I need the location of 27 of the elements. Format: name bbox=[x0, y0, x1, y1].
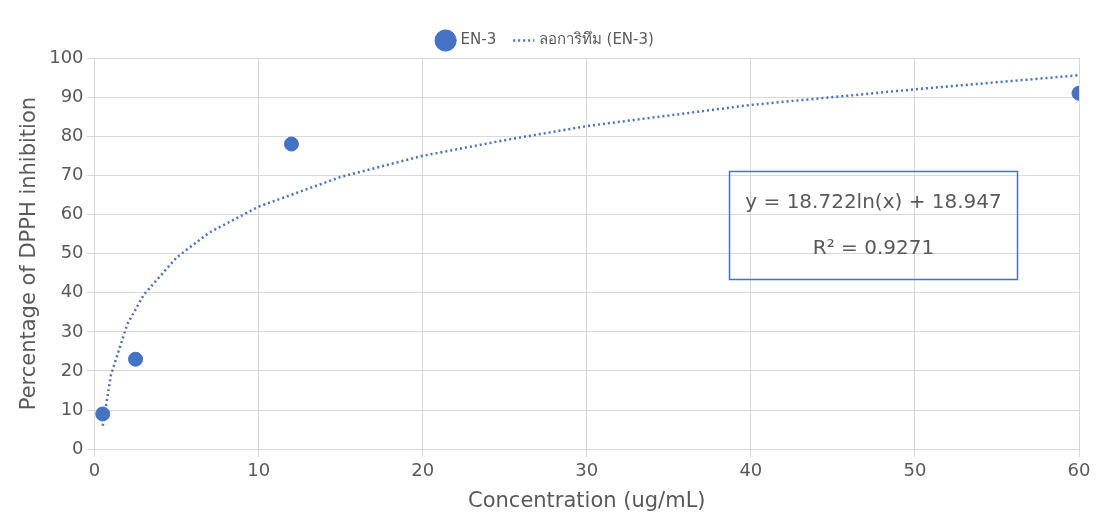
x-tick-label: 0 bbox=[88, 458, 101, 480]
y-axis-title: Percentage of DPPH inhibition bbox=[16, 96, 41, 411]
y-tick-label: 50 bbox=[60, 241, 84, 263]
legend-label: EN-3 bbox=[460, 30, 497, 49]
annotation: y = 18.722ln(x) + 18.947 bbox=[745, 188, 1002, 213]
y-tick-label: 90 bbox=[60, 84, 84, 106]
x-axis-title: Concentration (ug/mL) bbox=[468, 487, 706, 512]
point bbox=[95, 406, 111, 422]
x-tick-label: 50 bbox=[903, 458, 927, 480]
y-tick-label: 40 bbox=[60, 280, 84, 302]
y-tick-label: 100 bbox=[49, 45, 84, 67]
point bbox=[283, 136, 299, 152]
y-tick-label: 10 bbox=[60, 397, 84, 419]
x-tick-label: 30 bbox=[575, 458, 599, 480]
x-tick-label: 20 bbox=[411, 458, 435, 480]
annotation: R² = 0.9271 bbox=[812, 234, 935, 259]
x-tick-label: 40 bbox=[739, 458, 763, 480]
y-tick-label: 60 bbox=[60, 202, 84, 224]
y-tick-label: 70 bbox=[60, 163, 84, 185]
y-tick-label: 20 bbox=[60, 358, 84, 380]
x-tick-label: 10 bbox=[247, 458, 271, 480]
legend-label: ลอการิทึม (EN-3) bbox=[538, 30, 654, 49]
x-tick-label: 60 bbox=[1067, 458, 1091, 480]
point bbox=[128, 351, 144, 367]
y-tick-label: 0 bbox=[72, 436, 84, 458]
y-tick-label: 30 bbox=[60, 319, 84, 341]
y-tick-label: 80 bbox=[60, 123, 84, 145]
